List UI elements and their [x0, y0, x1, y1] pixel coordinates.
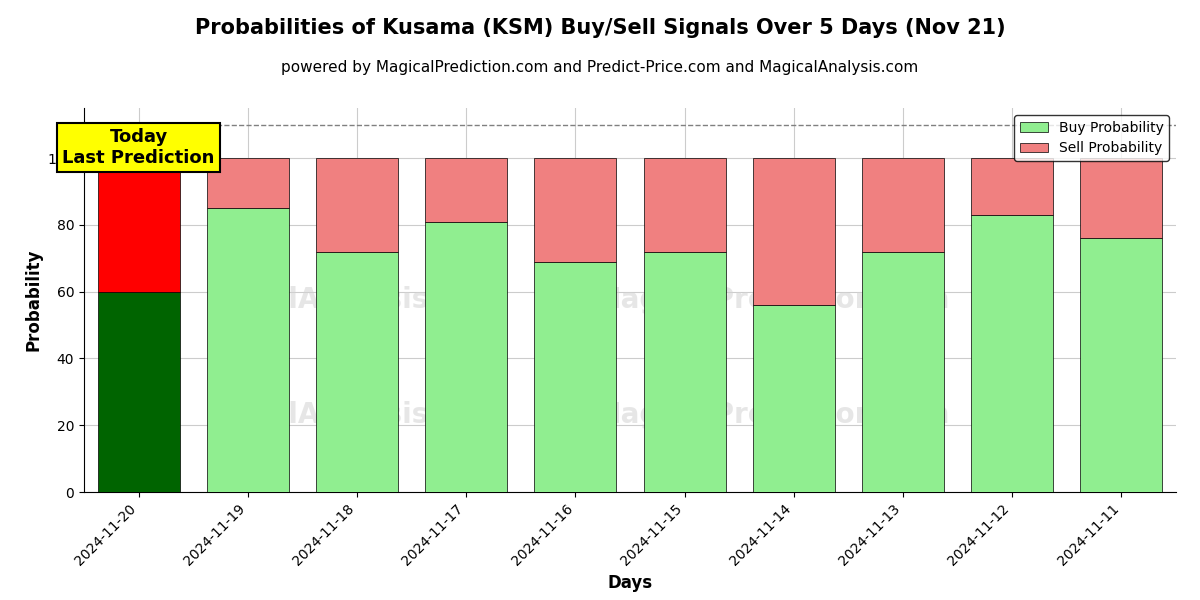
Bar	[97, 158, 180, 292]
Bar	[862, 158, 944, 251]
Bar	[97, 292, 180, 492]
Bar	[534, 262, 617, 492]
X-axis label: Days: Days	[607, 574, 653, 592]
Text: powered by MagicalPrediction.com and Predict-Price.com and MagicalAnalysis.com: powered by MagicalPrediction.com and Pre…	[281, 60, 919, 75]
Bar	[316, 158, 398, 251]
Legend: Buy Probability, Sell Probability: Buy Probability, Sell Probability	[1014, 115, 1169, 161]
Text: calAnalysis.com: calAnalysis.com	[253, 286, 504, 314]
Bar	[425, 158, 508, 221]
Bar	[206, 158, 289, 208]
Bar	[862, 251, 944, 492]
Bar	[206, 208, 289, 492]
Bar	[534, 158, 617, 262]
Bar	[752, 305, 835, 492]
Bar	[971, 215, 1054, 492]
Bar	[643, 251, 726, 492]
Y-axis label: Probability: Probability	[24, 249, 42, 351]
Bar	[1080, 238, 1163, 492]
Text: MagicalPrediction.com: MagicalPrediction.com	[594, 401, 950, 429]
Text: calAnalysis.com: calAnalysis.com	[253, 401, 504, 429]
Text: Probabilities of Kusama (KSM) Buy/Sell Signals Over 5 Days (Nov 21): Probabilities of Kusama (KSM) Buy/Sell S…	[194, 18, 1006, 38]
Bar	[752, 158, 835, 305]
Bar	[316, 251, 398, 492]
Text: MagicalPrediction.com: MagicalPrediction.com	[594, 286, 950, 314]
Bar	[643, 158, 726, 251]
Text: Today
Last Prediction: Today Last Prediction	[62, 128, 215, 167]
Bar	[1080, 158, 1163, 238]
Bar	[425, 221, 508, 492]
Bar	[971, 158, 1054, 215]
